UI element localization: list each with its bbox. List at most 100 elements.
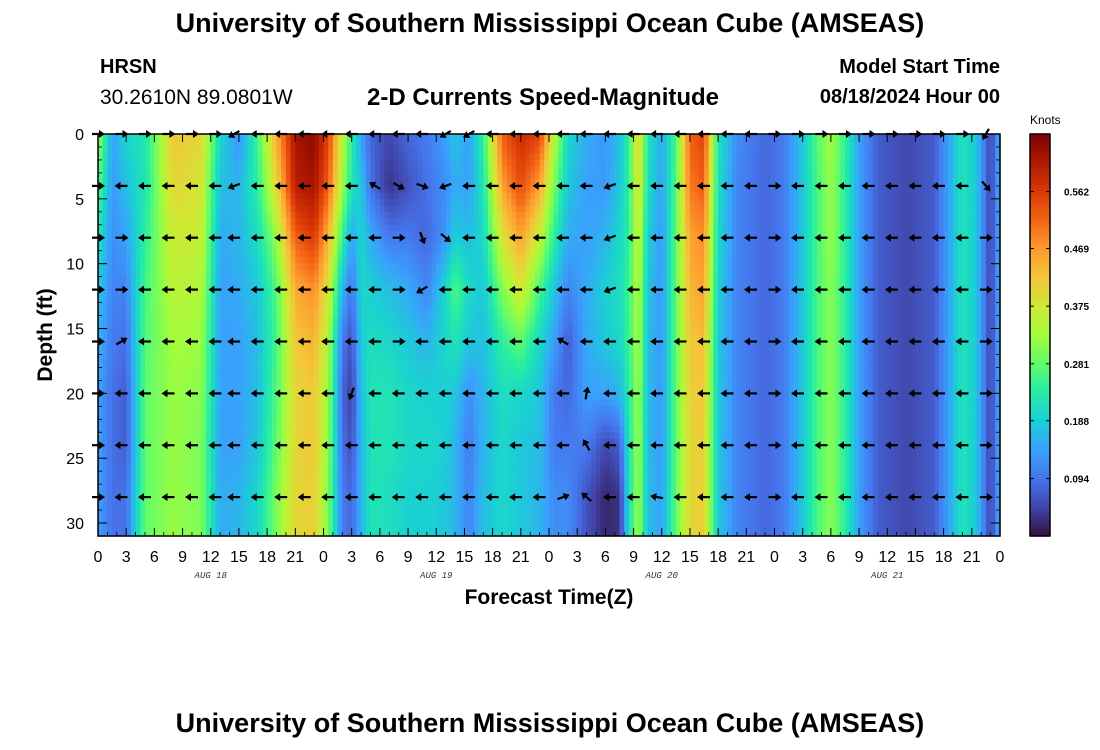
heat-cell	[177, 296, 184, 304]
heat-cell	[365, 140, 372, 148]
heat-cell	[253, 328, 259, 336]
heat-cell	[370, 464, 376, 472]
heat-cell	[112, 257, 118, 265]
heat-cell	[159, 205, 165, 213]
heat-cell	[417, 464, 423, 472]
heat-cell	[276, 406, 282, 414]
heat-cell	[144, 159, 151, 168]
heat-cell	[356, 373, 362, 381]
heat-cell	[234, 224, 240, 232]
heat-cell	[379, 490, 386, 498]
heat-cell	[182, 153, 188, 161]
heat-cell	[412, 529, 419, 537]
heat-cell	[196, 257, 202, 265]
heat-cell	[238, 211, 245, 219]
heat-cell	[257, 185, 264, 193]
heat-cell	[403, 198, 409, 206]
heat-cell	[196, 432, 202, 440]
heat-cell	[375, 296, 381, 304]
heat-cell	[328, 510, 334, 518]
heat-cell	[445, 490, 451, 498]
heat-cell	[201, 185, 207, 193]
heat-cell	[365, 166, 372, 174]
heat-cell	[440, 419, 447, 427]
heat-cell	[351, 438, 357, 446]
heat-cell	[215, 497, 221, 505]
heat-cell	[464, 445, 470, 453]
heat-cell	[459, 458, 466, 466]
heat-cell	[431, 477, 437, 485]
heat-cell	[365, 406, 372, 414]
heat-cell	[459, 497, 466, 505]
heat-cell	[351, 283, 357, 291]
heat-cell	[375, 354, 381, 362]
heat-cell	[445, 153, 451, 161]
heat-cell	[267, 257, 273, 265]
heat-cell	[135, 276, 141, 284]
heat-cell	[422, 432, 428, 440]
heat-cell	[182, 218, 188, 226]
heat-cell	[234, 490, 240, 498]
heat-cell	[191, 523, 198, 531]
heat-cell	[389, 393, 395, 401]
heat-cell	[309, 335, 315, 343]
heat-cell	[370, 263, 376, 271]
heat-cell	[102, 367, 108, 375]
heat-cell	[450, 237, 456, 245]
heat-cell	[285, 484, 292, 492]
heat-cell	[450, 503, 456, 511]
heat-cell	[393, 218, 400, 226]
heat-cell	[436, 419, 442, 427]
heat-cell	[187, 529, 193, 537]
heat-cell	[267, 263, 273, 271]
heat-cell	[436, 224, 442, 232]
heat-cell	[412, 283, 419, 291]
heat-cell	[177, 347, 184, 356]
heat-cell	[426, 399, 433, 407]
heat-cell	[440, 309, 447, 317]
heat-cell	[422, 406, 428, 414]
heat-cell	[323, 510, 329, 518]
heat-cell	[412, 335, 419, 343]
heat-cell	[243, 516, 249, 524]
heat-cell	[154, 250, 160, 258]
heat-cell	[379, 360, 386, 369]
heat-cell	[351, 211, 357, 219]
heat-cell	[408, 432, 414, 440]
heat-cell	[116, 309, 123, 317]
heat-cell	[431, 425, 437, 433]
heat-cell	[107, 393, 113, 401]
heat-cell	[459, 166, 466, 174]
heat-cell	[224, 373, 231, 381]
heat-cell	[398, 412, 404, 420]
heat-cell	[314, 257, 320, 265]
heat-cell	[318, 315, 325, 323]
heat-cell	[210, 172, 217, 180]
heat-cell	[389, 503, 395, 511]
heat-cell	[140, 380, 146, 388]
heat-cell	[332, 159, 339, 168]
heat-cell	[144, 328, 151, 336]
heat-cell	[309, 412, 315, 420]
heat-cell	[182, 179, 188, 187]
heat-cell	[417, 458, 423, 466]
heat-cell	[163, 309, 170, 317]
heat-cell	[375, 419, 381, 427]
heat-cell	[140, 250, 146, 258]
heat-cell	[126, 205, 132, 213]
heat-cell	[422, 302, 428, 310]
heat-cell	[196, 296, 202, 304]
heat-cell	[361, 328, 367, 336]
heat-cell	[332, 185, 339, 193]
heat-cell	[130, 516, 137, 524]
heat-cell	[356, 490, 362, 498]
heat-cell	[342, 490, 348, 498]
heat-cell	[144, 237, 151, 245]
heat-cell	[206, 510, 212, 518]
heat-cell	[149, 393, 155, 401]
heat-cell	[182, 354, 188, 362]
heat-cell	[309, 153, 315, 161]
heat-cell	[473, 153, 480, 161]
heat-cell	[196, 503, 202, 511]
heat-cell	[173, 484, 179, 492]
